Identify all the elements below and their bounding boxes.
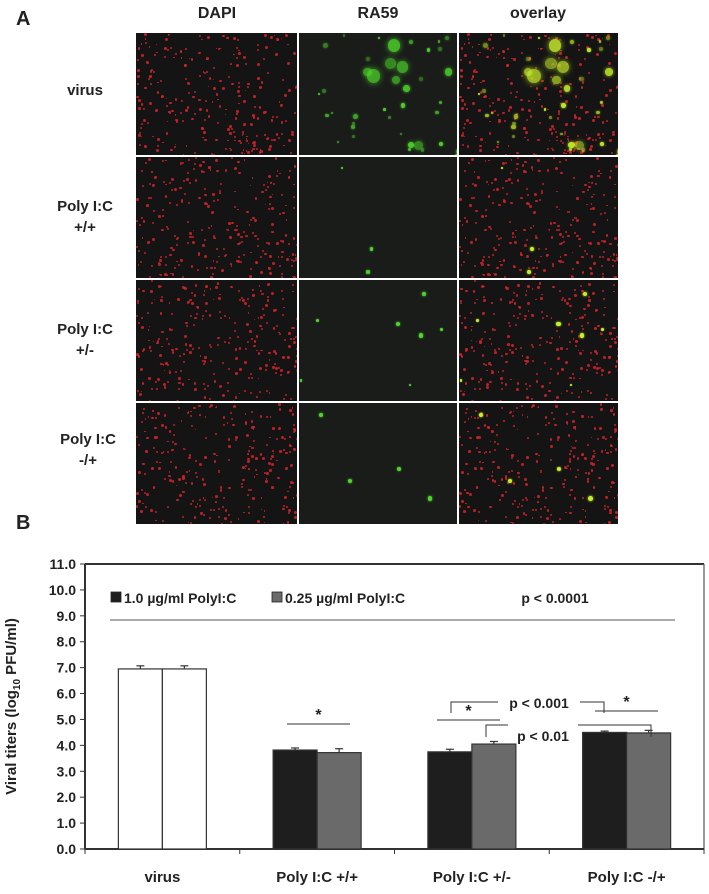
overall-p-value: p < 0.0001 [521,590,589,606]
bracket-1-p-value: p < 0.001 [509,695,569,711]
bar-high-dose [582,731,628,850]
micrograph-overlay-row-4 [459,403,618,524]
bar-low-dose [161,668,207,850]
y-tick-label: 9.0 [57,608,77,624]
y-tick-label: 3.0 [57,763,77,779]
micrograph-dapi-row-1 [136,33,297,155]
column-header-overlay: overlay [509,5,567,22]
bar-low-dose [316,752,362,850]
micrograph-ra59-row-1 [299,33,457,155]
chart-legend: 1.0 µg/ml PolyI:C 0.25 µg/ml PolyI:C [110,590,405,606]
micrograph-ra59-row-2 [299,157,457,278]
micrograph-dapi-row-3 [136,280,297,401]
significance-bracket-2 [485,724,652,737]
y-tick-label: 8.0 [57,634,77,650]
y-tick-label: 2.0 [57,789,77,805]
micrograph-overlay-row-1 [459,33,618,155]
y-tick-label: 5.0 [57,711,77,727]
row-label-polyic-pp: Poly I:C +/+ [30,196,140,238]
bar-high-dose [272,749,318,850]
significance-star: * [465,703,472,720]
legend-swatch-high-dose [110,591,122,603]
bar-low-dose [471,743,517,850]
y-tick-label: 0.0 [57,841,77,857]
x-category-label: Poly I:C +/- [433,869,511,886]
legend-label-low-dose: 0.25 µg/ml PolyI:C [285,590,405,606]
micrograph-overlay-row-2 [459,157,618,278]
significance-star: * [315,707,322,724]
y-tick-label: 6.0 [57,686,77,702]
row-label-line2: -/+ [79,452,97,469]
y-tick-label: 7.0 [57,660,77,676]
row-label-polyic-mp: Poly I:C -/+ [33,429,143,471]
row-label-line2: +/- [76,342,94,359]
column-header-dapi: DAPI [197,5,237,22]
panel-a-letter: A [16,8,31,30]
bracket-2-p-value: p < 0.01 [517,728,569,744]
row-label-line1: Poly I:C [57,321,113,338]
row-label-line1: Poly I:C [57,198,113,215]
significance-bracket-1 [450,701,605,713]
chart-annotations: p < 0.0001 p < 0.001 p < 0.01 * * * [110,590,675,744]
significance-star: * [623,694,630,711]
y-tick-label: 11.0 [50,556,77,572]
micrograph-dapi-row-2 [136,157,297,278]
micrograph-overlay-row-3 [459,280,618,401]
panel-b-letter: B [16,512,31,534]
micrograph-dapi-row-4 [136,403,297,524]
row-label-line1: Poly I:C [60,431,116,448]
row-label-polyic-pm: Poly I:C +/- [30,319,140,361]
x-category-label: virus [144,869,180,886]
chart-bars [117,665,672,850]
x-category-label: Poly I:C +/+ [276,869,358,886]
legend-swatch-low-dose [271,591,283,603]
legend-label-high-dose: 1.0 µg/ml PolyI:C [124,590,236,606]
y-tick-label: 10.0 [49,582,76,598]
bar-high-dose [117,668,163,850]
row-label-line1: virus [67,82,103,99]
x-category-label: Poly I:C -/+ [588,869,666,886]
y-axis-label: Viral titers (log10 PFU/ml) [3,618,23,795]
row-label-virus: virus [30,80,140,101]
bar-low-dose [626,732,672,850]
y-tick-label: 4.0 [57,737,77,753]
micrograph-ra59-row-4 [299,403,457,524]
micrograph-ra59-row-3 [299,280,457,401]
bar-high-dose [427,751,473,850]
column-header-ra59: RA59 [357,5,399,22]
y-tick-label: 1.0 [57,815,77,831]
row-label-line2: +/+ [74,219,96,236]
